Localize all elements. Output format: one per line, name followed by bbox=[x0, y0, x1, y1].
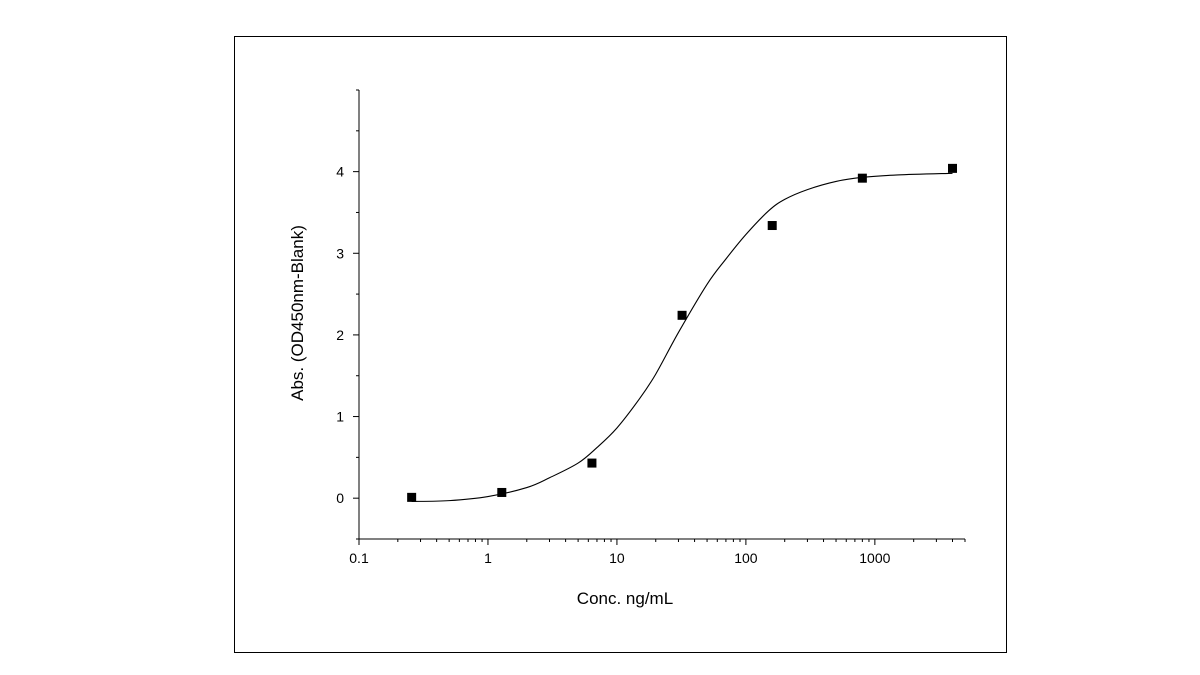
x-tick-label: 1 bbox=[484, 550, 492, 566]
data-point bbox=[857, 173, 867, 183]
x-axis-label: Conc. ng/mL bbox=[577, 589, 673, 608]
axes: 0.1 1 10 100 1000 0 1 2 3 4 bbox=[336, 89, 966, 566]
data-point bbox=[677, 310, 687, 320]
y-tick-label: 4 bbox=[336, 164, 344, 180]
y-tick-label: 2 bbox=[336, 327, 344, 343]
chart: 0.1 1 10 100 1000 0 1 2 3 4 Conc. ng/mL Abs. (OD4… bbox=[288, 89, 966, 608]
y-tick-label: 0 bbox=[336, 490, 344, 506]
fit-curve-group bbox=[411, 172, 953, 502]
data-point bbox=[407, 492, 417, 502]
x-tick-label: 1000 bbox=[859, 550, 890, 566]
y-axis-label: Abs. (OD450nm-Blank) bbox=[288, 225, 307, 401]
x-tick-label: 0.1 bbox=[349, 550, 369, 566]
y-tick-label: 1 bbox=[336, 409, 344, 425]
y-tick-label: 3 bbox=[336, 245, 344, 261]
fit-curve bbox=[411, 172, 953, 502]
data-points bbox=[407, 163, 958, 502]
data-point bbox=[587, 458, 597, 468]
data-point bbox=[948, 163, 958, 173]
chart-frame: 0.1 1 10 100 1000 0 1 2 3 4 Conc. ng/mL Abs. (OD4… bbox=[234, 36, 1007, 653]
x-tick-label: 100 bbox=[734, 550, 758, 566]
x-tick-label: 10 bbox=[609, 550, 625, 566]
data-point bbox=[497, 487, 507, 497]
data-point bbox=[767, 221, 777, 231]
